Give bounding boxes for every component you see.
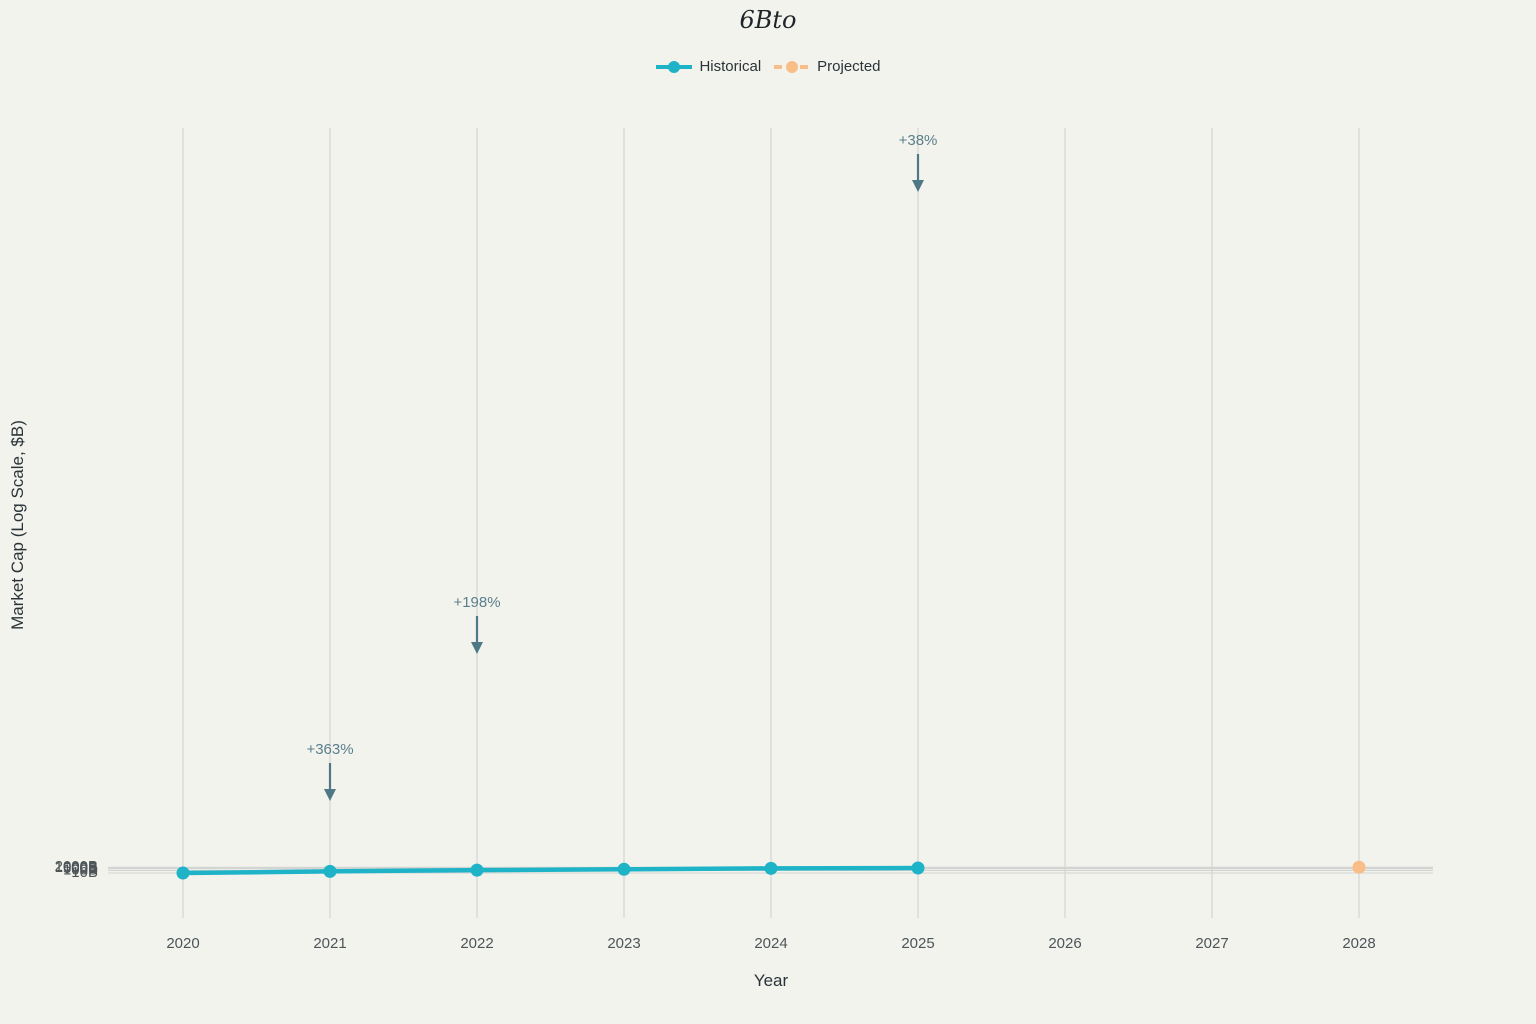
- x-tick-label: 2021: [313, 935, 346, 952]
- x-tick-label: 2024: [754, 935, 787, 952]
- chart-title: 6Bto: [739, 6, 797, 34]
- y-tick-label: 10B: [71, 864, 98, 881]
- x-axis-label: Year: [753, 971, 789, 990]
- legend-label-historical: Historical: [699, 58, 762, 75]
- legend-item-historical[interactable]: Historical: [655, 58, 761, 75]
- annotation-arrow-head: [324, 789, 336, 801]
- x-tick-label: 2026: [1048, 935, 1081, 952]
- y-tick-label: 100B: [63, 862, 98, 879]
- y-tick-label: 2000B: [55, 858, 98, 875]
- x-tick-label: 2023: [607, 935, 640, 952]
- data-point-historical: [176, 866, 190, 880]
- legend: Historical Projected: [0, 58, 1536, 75]
- legend-swatch-projected: [774, 60, 811, 73]
- x-tick-label: 2027: [1195, 935, 1228, 952]
- legend-swatch-historical: [656, 60, 693, 73]
- y-tick-label: 500B: [63, 860, 98, 877]
- legend-label-projected: Projected: [817, 58, 881, 75]
- annotation-label: +363%: [306, 741, 353, 758]
- x-tick-label: 2025: [901, 935, 934, 952]
- series-line-historical: [180, 865, 921, 876]
- y-axis-label: Market Cap (Log Scale, $B): [8, 420, 27, 630]
- data-point-historical: [911, 861, 925, 875]
- x-tick-label: 2028: [1342, 935, 1375, 952]
- y-tick-label: 1000B: [55, 859, 98, 876]
- x-tick-label: 2020: [166, 935, 199, 952]
- data-point-historical: [323, 864, 337, 878]
- data-point-historical: [470, 863, 484, 877]
- annotation-label: +38%: [899, 132, 938, 149]
- annotation-arrow-head: [471, 642, 483, 654]
- data-point-historical: [764, 861, 778, 875]
- x-tick-label: 2022: [460, 935, 493, 952]
- data-point-historical: [617, 862, 631, 876]
- data-point-projected: [1352, 860, 1366, 874]
- annotation-label: +198%: [453, 594, 500, 611]
- annotation-arrow-head: [912, 180, 924, 192]
- legend-item-projected[interactable]: Projected: [773, 58, 881, 75]
